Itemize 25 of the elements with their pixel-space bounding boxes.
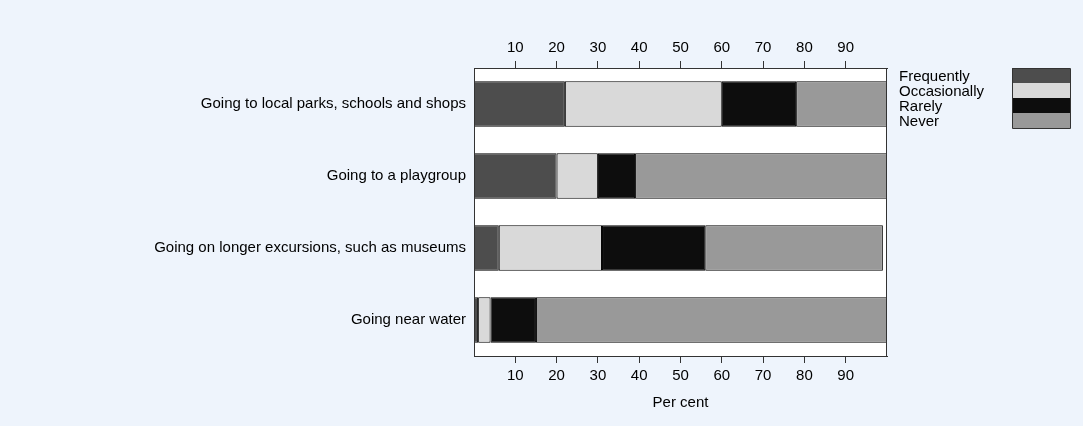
x2-tick-label: 10 (506, 38, 524, 56)
y-tick-label: Going near water (350, 310, 466, 328)
x2-tick-label: 80 (796, 38, 813, 56)
x-tick-label: 40 (630, 366, 648, 384)
x-tick-label: 80 (796, 366, 813, 384)
x-tick-label: 10 (506, 366, 524, 384)
y-tick-label: Going on longer excursions, such as museums (154, 238, 466, 256)
x-tick-label: 20 (548, 366, 565, 384)
x2-tick-label: 60 (713, 38, 731, 56)
x-tick-label: 60 (713, 366, 731, 384)
x-tick-label: 30 (589, 366, 607, 384)
x2-tick-label: 40 (630, 38, 648, 56)
y-tick-label: Going to a playgroup (326, 166, 466, 184)
text: Frequently (899, 66, 971, 84)
x2-tick-label: 20 (548, 38, 565, 56)
text: Rarely (899, 96, 943, 114)
x2-tick-label: 70 (754, 38, 772, 56)
x2-tick-label: 30 (589, 38, 607, 56)
x-tick-label: 70 (754, 366, 772, 384)
x-tick-label: 90 (837, 366, 855, 384)
x-tick-label: 50 (672, 366, 689, 384)
x2-tick-label: 50 (672, 38, 689, 56)
x-axis-title: Per cent (652, 393, 710, 411)
x2-tick-label: 90 (837, 38, 855, 56)
y-tick-label: Going to local parks, schools and shops (200, 94, 466, 112)
